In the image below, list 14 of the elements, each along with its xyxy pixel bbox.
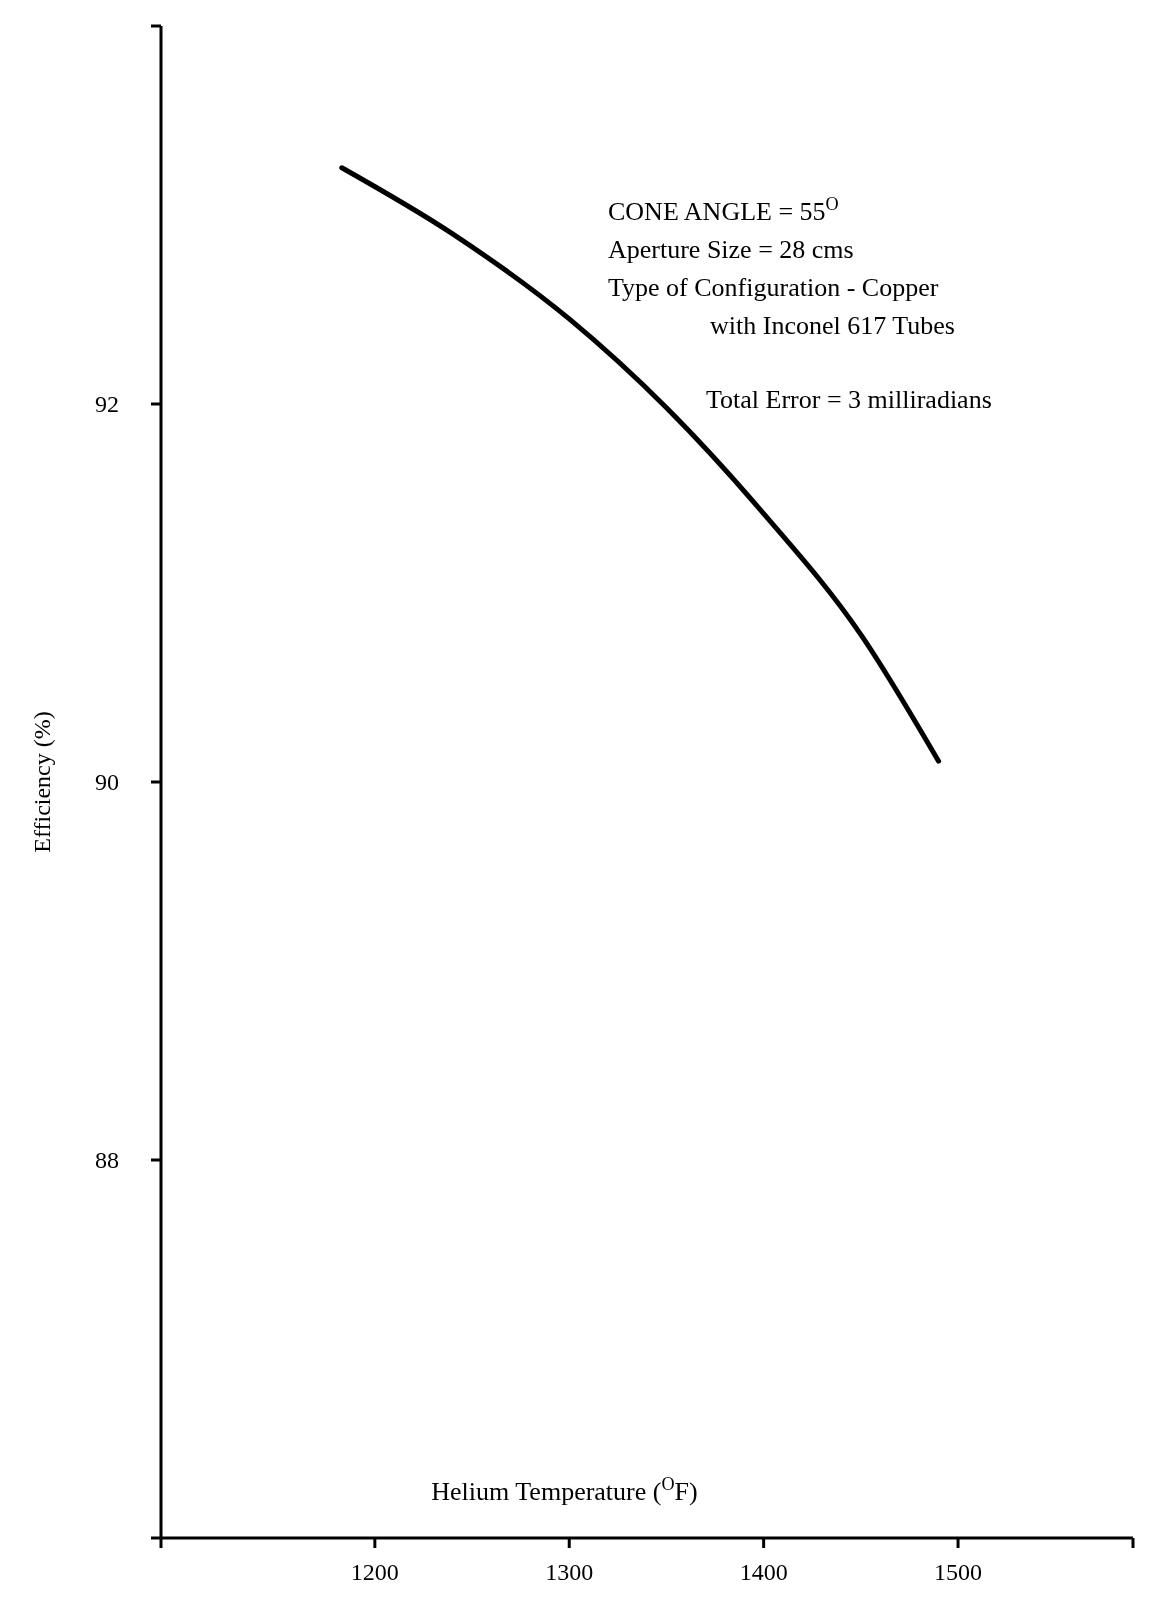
annotation: Aperture Size = 28 cms [608,235,854,264]
x-tick-label: 1200 [350,1559,399,1586]
y-tick-label: 88 [95,1147,119,1174]
y-tick-label: 90 [95,769,119,796]
x-axis-title: Helium Temperature ($^{O}$F) [431,1474,698,1506]
annotation: Total Error = 3 milliradians [706,385,992,414]
x-tick-label: 1500 [934,1559,983,1586]
x-tick-label: 1300 [545,1559,594,1586]
y-axis-title: Efficiency (%) [29,711,55,853]
annotation: Type of Configuration - Copper [608,273,939,302]
y-tick-label: 92 [95,391,119,418]
x-tick-label: 1400 [739,1559,788,1586]
annotation: with Inconel 617 Tubes [710,311,955,340]
annotation: CONE ANGLE = 55$^{O}$ [608,194,839,226]
